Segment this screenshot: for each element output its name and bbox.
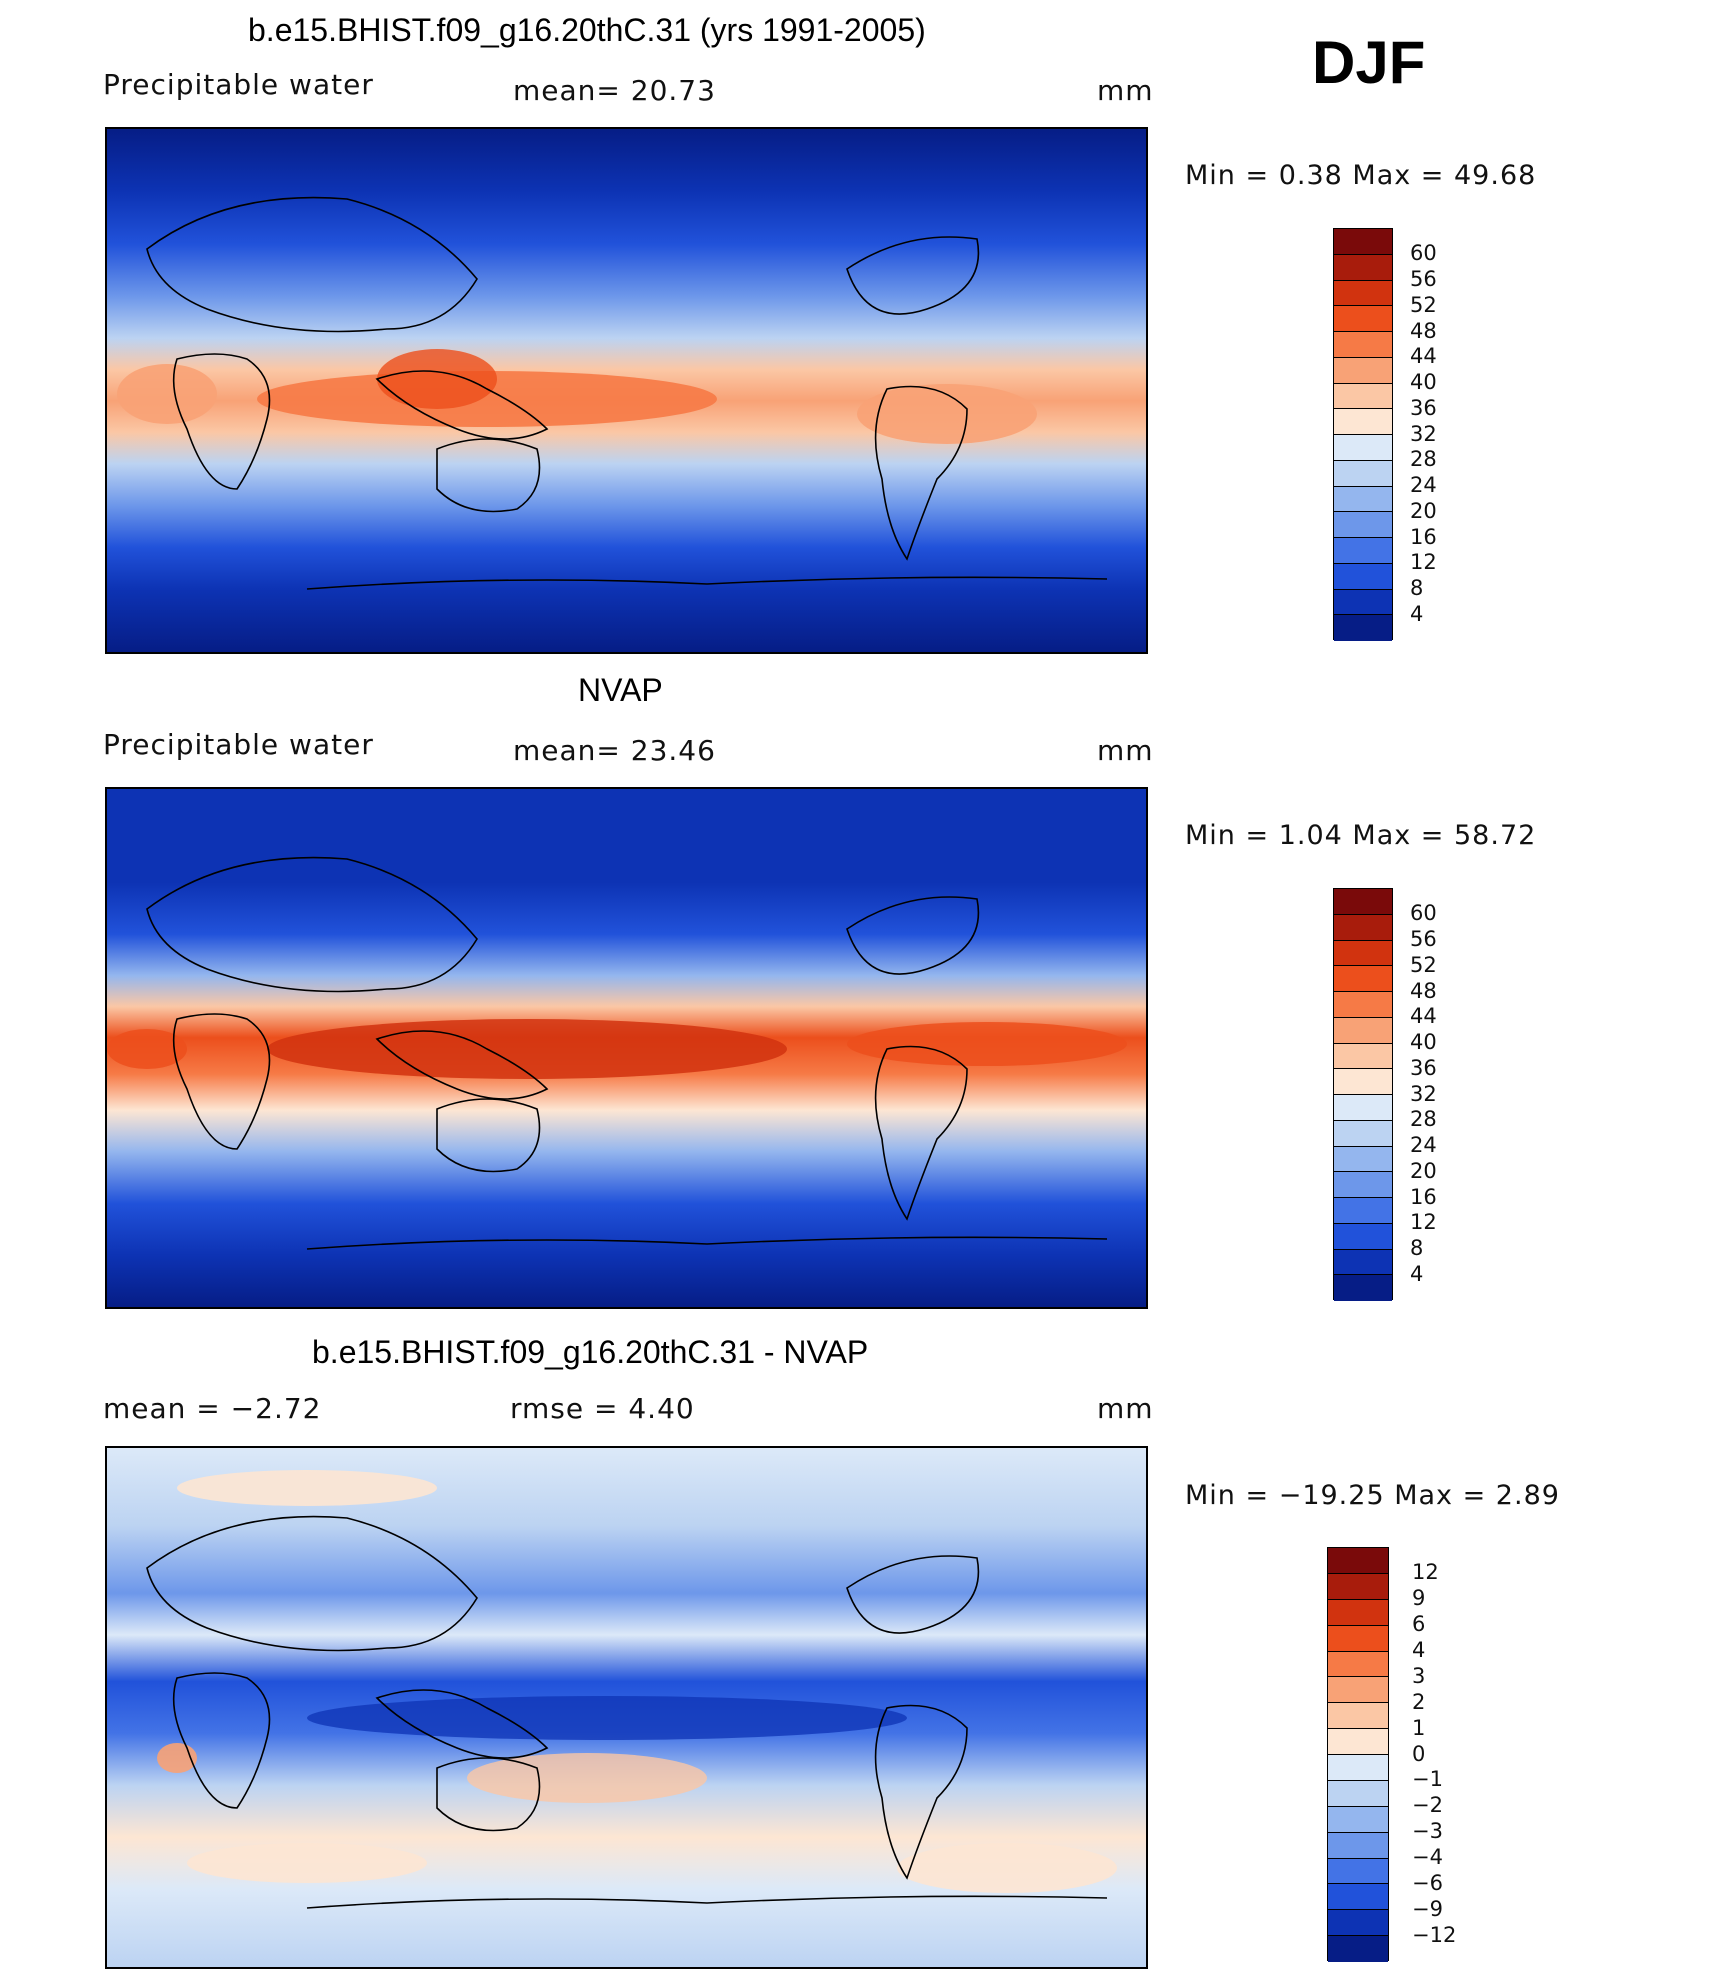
panel-mean-label-diff: mean = −2.72 [103,1392,322,1425]
colorbar-tick: 12 [1410,550,1437,574]
colorbar-tick: 0 [1412,1742,1426,1766]
colorbar-tick: 48 [1410,979,1437,1003]
coastlines-obs [146,856,1108,1250]
minmax-obs: Min = 1.04 Max = 58.72 [1185,820,1537,851]
coastlines-diff [146,1515,1108,1909]
map-diff [105,1446,1148,1969]
colorbar-tick: −4 [1412,1845,1443,1869]
season-label: DJF [1312,29,1426,96]
colorbar-tick: 3 [1412,1664,1426,1688]
colorbar-tick: −1 [1412,1767,1443,1791]
panel-title-model: b.e15.BHIST.f09_g16.20thC.31 (yrs 1991-2… [248,12,926,48]
colorbar-tick: 4 [1412,1638,1426,1662]
colorbar-tick: 24 [1410,1133,1437,1157]
colorbar-obs [1333,888,1393,1301]
colorbar-tick: 56 [1410,927,1437,951]
minmax-model: Min = 0.38 Max = 49.68 [1185,160,1537,191]
colorbar-tick: 4 [1410,1262,1424,1286]
colorbar-tick: 12 [1412,1560,1439,1584]
colorbar-tick: 44 [1410,344,1437,368]
colorbar-tick: 8 [1410,1236,1424,1260]
colorbar-tick: 32 [1410,422,1437,446]
minmax-diff: Min = −19.25 Max = 2.89 [1185,1480,1560,1511]
colorbar-tick: 40 [1410,1030,1437,1054]
colorbar-tick: 36 [1410,396,1437,420]
panel-rmse-label-diff: rmse = 4.40 [510,1392,695,1425]
panel-units-obs: mm [1097,734,1154,767]
colorbar-tick: 2 [1412,1690,1426,1714]
colorbar-tick: 24 [1410,473,1437,497]
colorbar-tick: 8 [1410,576,1424,600]
colorbar-tick: −6 [1412,1871,1443,1895]
colorbar-tick: 20 [1410,499,1437,523]
colorbar-tick: 16 [1410,1185,1437,1209]
panel-mean-label-model: mean= 20.73 [513,74,716,107]
colorbar-tick: 20 [1410,1159,1437,1183]
colorbar-tick: −12 [1412,1923,1457,1947]
colorbar-tick: −3 [1412,1819,1443,1843]
colorbar-model [1333,228,1393,641]
panel-units-model: mm [1097,74,1154,107]
panel-title-diff: b.e15.BHIST.f09_g16.20thC.31 - NVAP [312,1334,869,1370]
colorbar-tick: 12 [1410,1210,1437,1234]
colorbar-tick: 48 [1410,319,1437,343]
colorbar-tick: 36 [1410,1056,1437,1080]
panel-units-diff: mm [1097,1392,1154,1425]
colorbar-tick: 52 [1410,953,1437,977]
colorbar-diff [1327,1547,1389,1962]
colorbar-tick: 32 [1410,1082,1437,1106]
map-model-field [107,129,1146,652]
colorbar-tick: 9 [1412,1586,1426,1610]
colorbar-tick: 28 [1410,447,1437,471]
colorbar-tick: 44 [1410,1004,1437,1028]
colorbar-tick: 4 [1410,602,1424,626]
colorbar-tick: 6 [1412,1612,1426,1636]
panel-mean-label-obs: mean= 23.46 [513,734,716,767]
colorbar-tick: 52 [1410,293,1437,317]
map-diff-field [107,1448,1146,1967]
panel-variable-label-obs: Precipitable water [103,728,374,761]
colorbar-tick: 60 [1410,241,1437,265]
colorbar-tick: 56 [1410,267,1437,291]
colorbar-tick: 40 [1410,370,1437,394]
colorbar-tick: 16 [1410,525,1437,549]
coastlines-model [146,196,1108,590]
map-model [105,127,1148,654]
panel-variable-label-model: Precipitable water [103,68,374,101]
colorbar-tick: −2 [1412,1793,1443,1817]
colorbar-tick: 1 [1412,1716,1426,1740]
map-obs [105,787,1148,1309]
colorbar-tick: −9 [1412,1897,1443,1921]
colorbar-tick: 60 [1410,901,1437,925]
map-obs-field [107,789,1146,1307]
colorbar-tick: 28 [1410,1107,1437,1131]
panel-title-obs: NVAP [578,672,663,708]
